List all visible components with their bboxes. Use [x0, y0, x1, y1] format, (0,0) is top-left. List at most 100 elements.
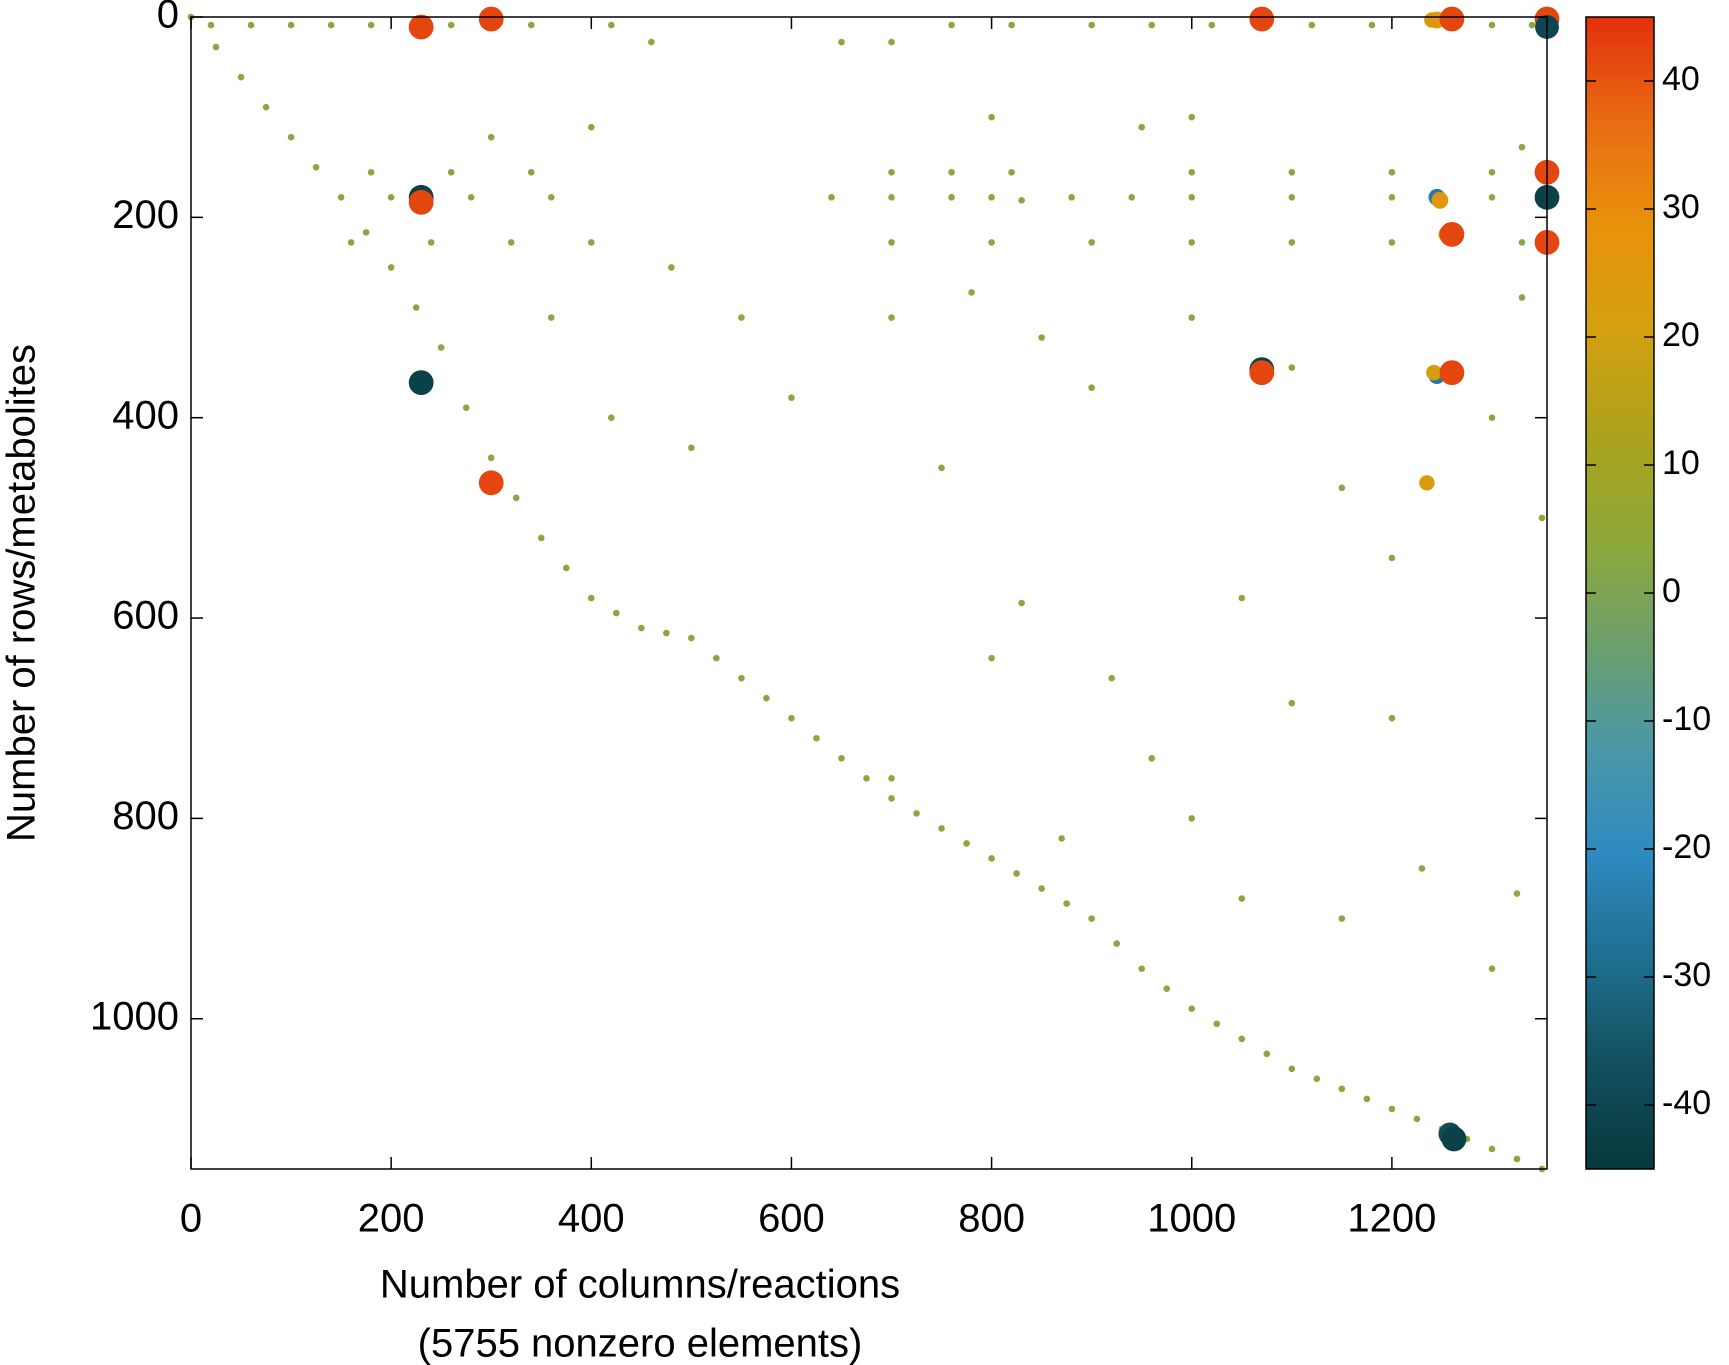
colorbar — [1585, 16, 1655, 1170]
data-point — [1513, 1155, 1521, 1163]
data-point — [408, 14, 434, 40]
data-point — [1488, 168, 1496, 176]
data-point — [1188, 314, 1196, 321]
data-point — [688, 444, 695, 452]
data-point — [1288, 1065, 1296, 1073]
data-point — [1488, 965, 1496, 972]
data-point — [1038, 885, 1045, 892]
data-point — [738, 674, 745, 682]
data-point — [1128, 194, 1135, 201]
y-tick-label: 1000 — [90, 994, 179, 1038]
data-point — [1388, 168, 1396, 176]
data-point — [1249, 360, 1275, 386]
data-point — [1208, 21, 1216, 29]
data-point — [1249, 6, 1275, 32]
colorbar-tick-label: 10 — [1662, 444, 1700, 482]
colorbar-tick-label: -30 — [1662, 956, 1711, 994]
data-point — [1528, 21, 1536, 29]
data-point — [1008, 168, 1015, 176]
data-point — [1288, 364, 1296, 371]
data-point — [988, 654, 995, 662]
data-point — [888, 194, 895, 201]
y-tick-label: 600 — [112, 594, 179, 638]
data-point — [1388, 554, 1396, 562]
data-point — [437, 344, 445, 351]
x-tick-label: 200 — [358, 1197, 425, 1241]
data-point — [1018, 197, 1025, 204]
data-point — [813, 734, 820, 742]
data-point — [287, 133, 295, 141]
data-point — [763, 694, 770, 702]
data-point — [287, 21, 295, 29]
data-point — [462, 404, 470, 411]
data-point — [963, 840, 970, 847]
data-point — [387, 194, 395, 201]
data-point — [1288, 699, 1296, 707]
data-point — [648, 38, 655, 46]
x-tick-label: 800 — [958, 1197, 1025, 1241]
data-point — [1163, 985, 1171, 992]
data-point — [487, 133, 495, 141]
data-point — [1518, 143, 1526, 151]
data-point — [948, 194, 955, 201]
data-point — [668, 264, 675, 271]
data-point — [688, 634, 695, 642]
data-point — [527, 168, 535, 176]
x-tick-label: 400 — [558, 1197, 625, 1241]
data-point — [1113, 940, 1120, 947]
data-point — [988, 855, 995, 862]
data-point — [587, 123, 595, 131]
data-point — [888, 314, 895, 321]
colorbar-tick-label: 30 — [1662, 188, 1700, 226]
data-point — [1338, 915, 1346, 922]
data-point — [237, 73, 245, 81]
data-point — [327, 21, 335, 29]
data-point — [1088, 239, 1095, 246]
data-point — [547, 194, 555, 201]
data-point — [312, 163, 320, 171]
data-point — [1213, 1020, 1221, 1028]
data-point — [1426, 364, 1442, 381]
data-point — [367, 168, 375, 176]
data-point — [1148, 21, 1156, 29]
data-point — [1263, 1050, 1271, 1058]
data-point — [1038, 334, 1045, 341]
data-point — [1008, 21, 1015, 29]
data-point — [247, 21, 255, 29]
y-tick-label: 400 — [112, 393, 179, 437]
x-axis-label: Number of columns/reactions — [380, 1263, 900, 1307]
data-point — [408, 189, 434, 215]
data-point — [537, 534, 545, 542]
data-point — [888, 38, 895, 46]
colorbar-tick-label: -40 — [1662, 1084, 1711, 1122]
data-point — [212, 43, 220, 51]
data-point — [1238, 895, 1246, 902]
data-point — [337, 194, 345, 201]
data-point — [1138, 123, 1146, 131]
data-point — [1363, 1095, 1371, 1103]
data-point — [347, 239, 355, 246]
data-point — [738, 314, 745, 321]
data-point — [1058, 835, 1065, 842]
data-point — [527, 21, 535, 29]
data-point — [1388, 194, 1396, 201]
data-point — [1308, 21, 1316, 29]
data-point — [1518, 239, 1526, 246]
data-point — [788, 394, 795, 401]
data-point — [888, 239, 895, 246]
data-point — [1418, 865, 1426, 872]
data-point — [1138, 965, 1146, 972]
data-point — [1518, 294, 1526, 301]
data-point — [638, 624, 645, 632]
data-point — [988, 113, 995, 121]
data-point — [1488, 414, 1496, 421]
x-axis-label-2: (5755 nonzero elements) — [418, 1322, 863, 1365]
data-point — [547, 314, 555, 321]
data-point — [938, 464, 945, 472]
plot-frame — [190, 16, 1548, 1170]
data-point — [412, 304, 420, 311]
data-point — [1238, 1035, 1246, 1043]
data-point — [1431, 191, 1449, 209]
data-point — [1338, 484, 1346, 492]
data-point — [988, 194, 995, 201]
